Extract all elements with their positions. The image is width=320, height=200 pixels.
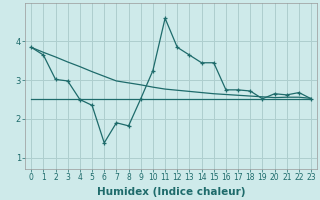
X-axis label: Humidex (Indice chaleur): Humidex (Indice chaleur) <box>97 187 245 197</box>
